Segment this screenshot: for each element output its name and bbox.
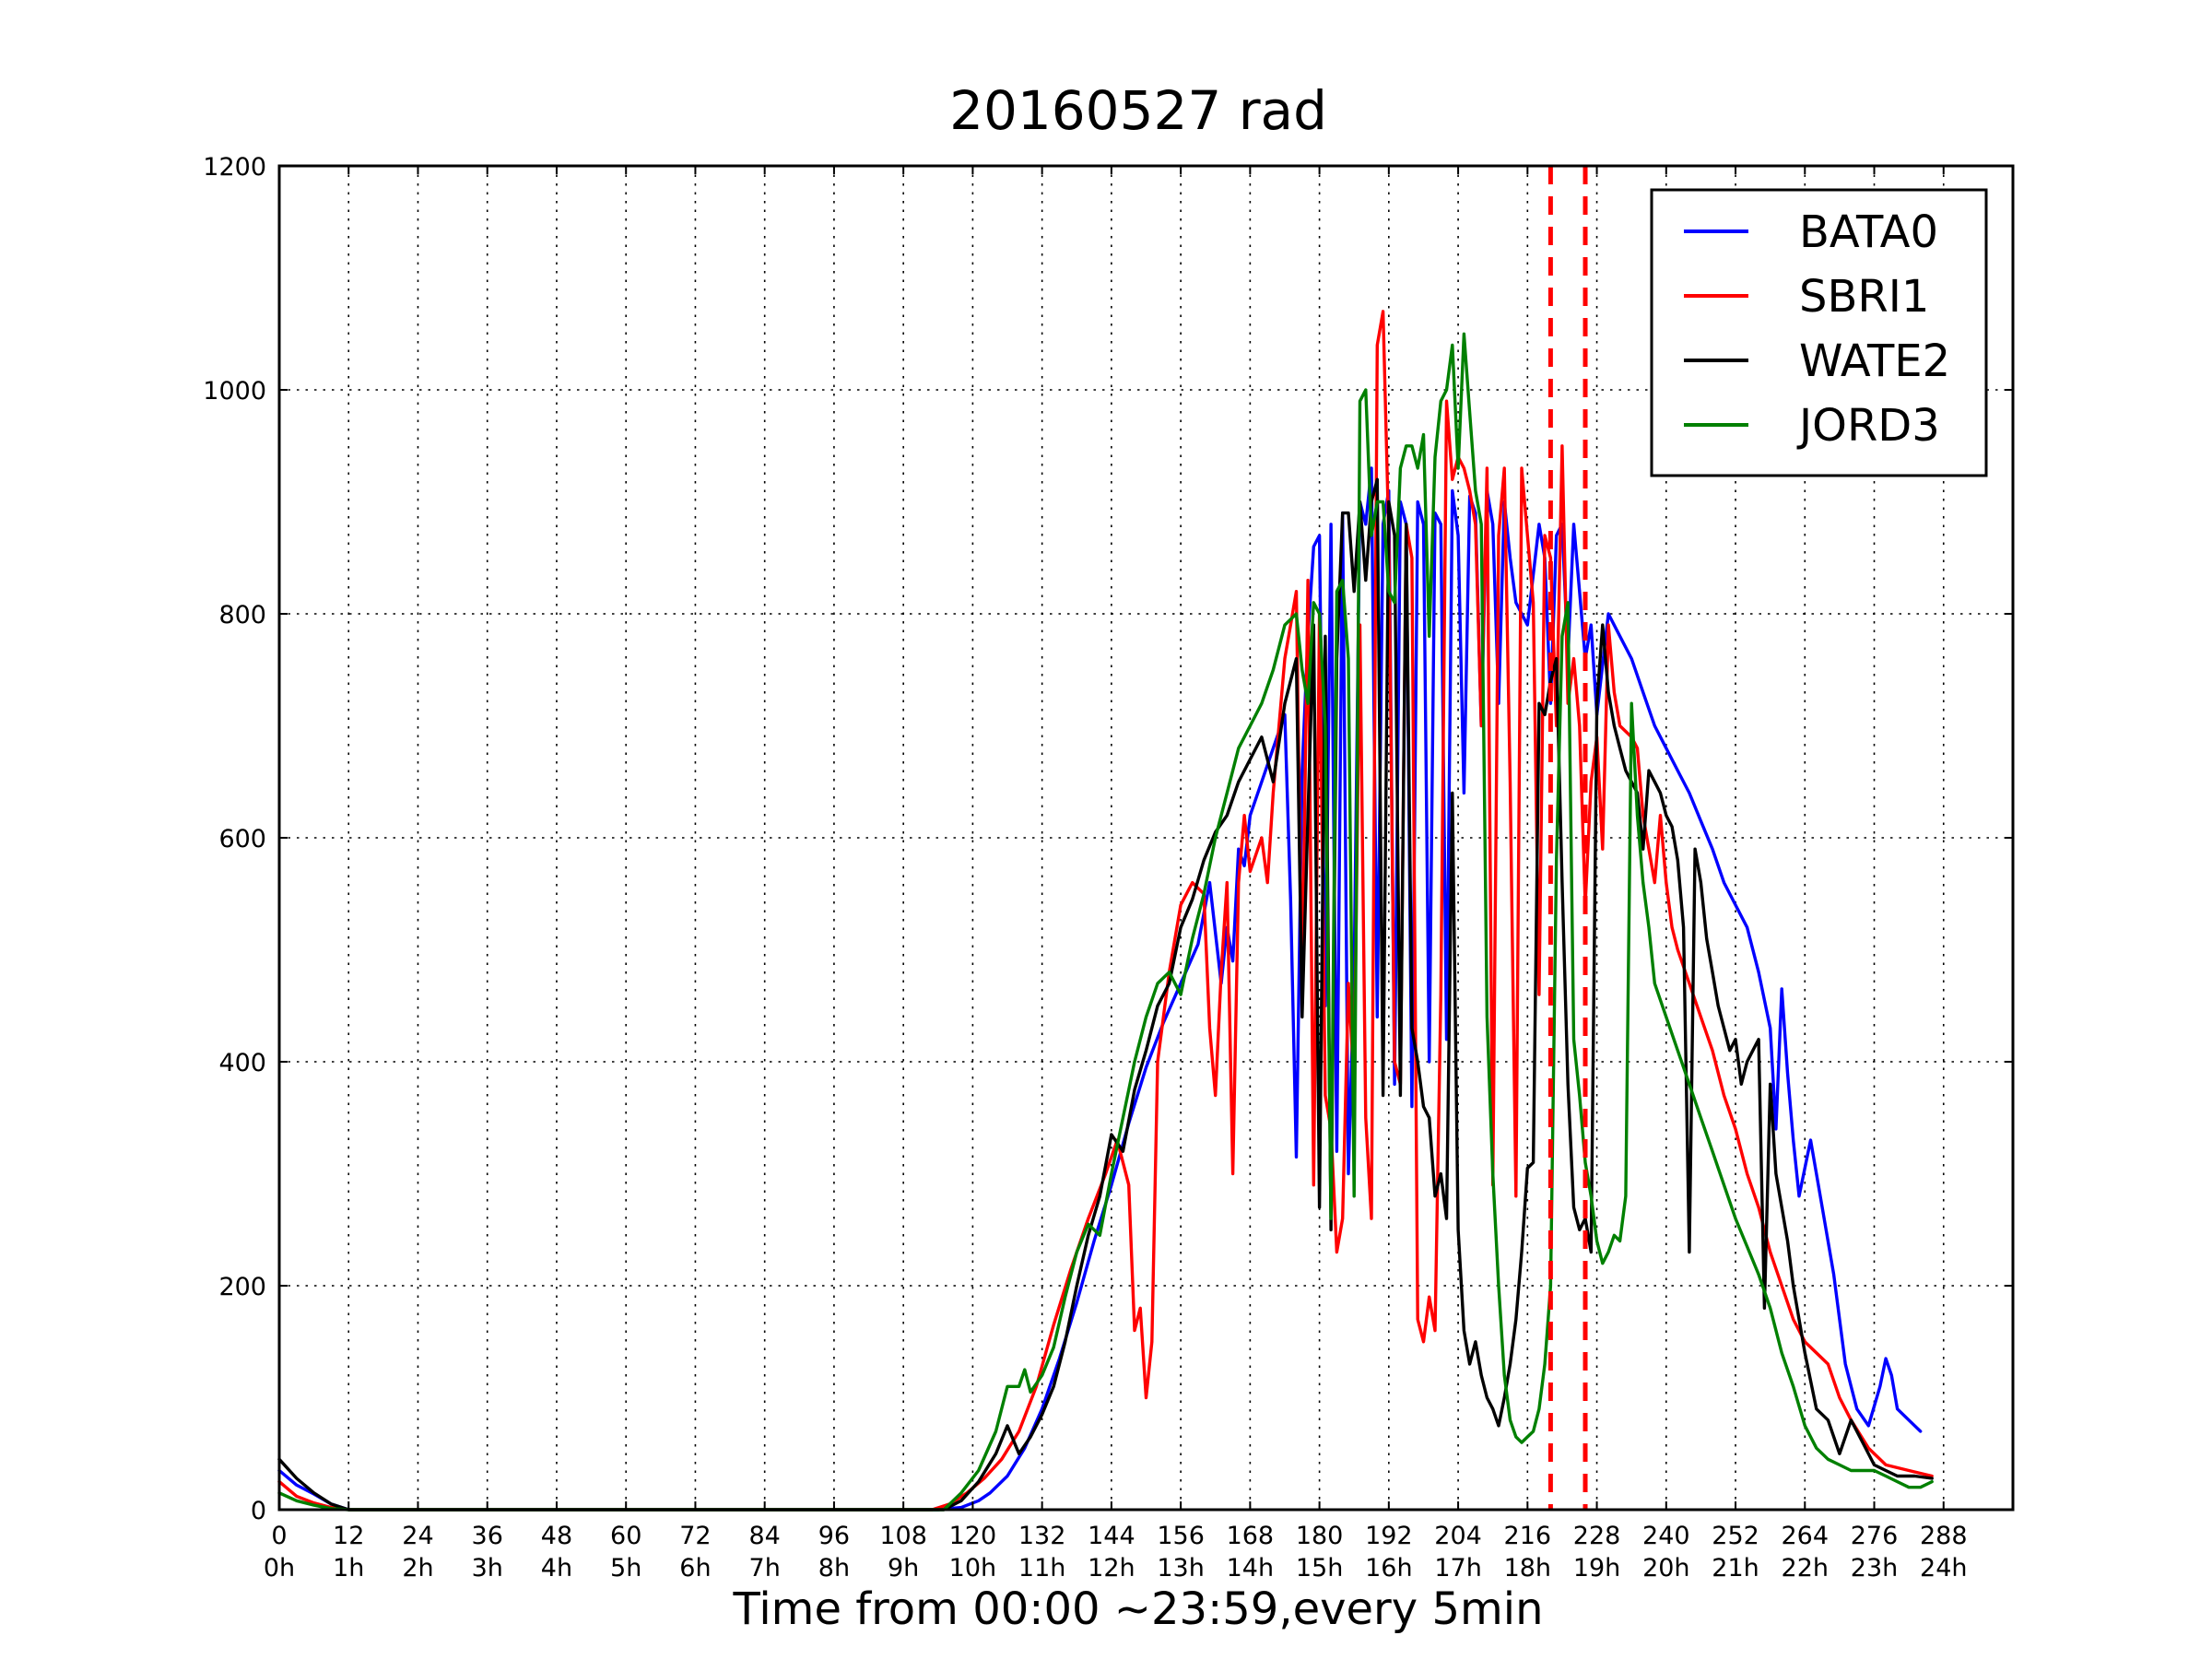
x-tick-sublabel: 16h xyxy=(1365,1554,1412,1583)
x-tick-label: 84 xyxy=(749,1522,781,1550)
x-tick-sublabel: 18h xyxy=(1504,1554,1551,1583)
x-tick-label: 168 xyxy=(1227,1522,1275,1550)
x-tick-sublabel: 9h xyxy=(888,1554,919,1583)
x-tick-sublabel: 15h xyxy=(1296,1554,1343,1583)
x-tick-sublabel: 22h xyxy=(1782,1554,1829,1583)
x-tick-label: 276 xyxy=(1851,1522,1899,1550)
x-tick-label: 0 xyxy=(271,1522,287,1550)
y-tick-label: 1000 xyxy=(203,377,266,406)
x-tick-sublabel: 23h xyxy=(1851,1554,1898,1583)
x-tick-sublabel: 2h xyxy=(402,1554,433,1583)
x-tick-label: 12 xyxy=(333,1522,364,1550)
x-tick-sublabel: 1h xyxy=(333,1554,364,1583)
x-tick-sublabel: 5h xyxy=(610,1554,641,1583)
x-tick-sublabel: 14h xyxy=(1227,1554,1274,1583)
legend-box xyxy=(1650,188,1988,477)
legend-label: BATA0 xyxy=(1799,206,1938,258)
vertical-markers xyxy=(1547,166,1588,1510)
y-tick-label: 200 xyxy=(218,1273,266,1301)
legend: BATA0 SBRI1 WATE2 JORD3 xyxy=(1650,188,1988,477)
x-tick-label: 228 xyxy=(1573,1522,1621,1550)
x-tick-sublabel: 21h xyxy=(1712,1554,1759,1583)
x-tick-sublabel: 10h xyxy=(949,1554,996,1583)
x-tick-label: 72 xyxy=(679,1522,711,1550)
legend-label: SBRI1 xyxy=(1799,271,1929,323)
series-line-jord3 xyxy=(277,332,1934,1512)
x-tick-label: 96 xyxy=(818,1522,850,1550)
x-tick-sublabel: 17h xyxy=(1434,1554,1481,1583)
x-tick-sublabel: 19h xyxy=(1573,1554,1620,1583)
x-axis-label: Time from 00:00 ~23:59,every 5min xyxy=(733,1583,1544,1635)
x-tick-sublabel: 24h xyxy=(1920,1554,1967,1583)
chart-title: 20160527 rad xyxy=(949,79,1327,142)
x-tick-sublabel: 11h xyxy=(1018,1554,1065,1583)
y-tick-label: 800 xyxy=(218,601,266,629)
x-tick-sublabel: 8h xyxy=(818,1554,850,1583)
series-line-sbri1 xyxy=(277,310,1934,1512)
x-tick-label: 36 xyxy=(472,1522,503,1550)
legend-label: WATE2 xyxy=(1799,335,1950,387)
x-tick-label: 204 xyxy=(1434,1522,1482,1550)
x-tick-sublabel: 13h xyxy=(1157,1554,1204,1583)
axis-ticks xyxy=(278,165,2013,1511)
x-tick-label: 156 xyxy=(1157,1522,1205,1550)
legend-label: JORD3 xyxy=(1796,400,1940,452)
y-axis-tick-labels: 0 200 400 600 800 1000 1200 xyxy=(203,153,266,1525)
x-tick-sublabel: 7h xyxy=(749,1554,781,1583)
y-tick-label: 600 xyxy=(218,825,266,853)
x-tick-label: 60 xyxy=(610,1522,641,1550)
x-tick-sublabel: 6h xyxy=(679,1554,711,1583)
x-tick-label: 108 xyxy=(879,1522,927,1550)
y-tick-label: 400 xyxy=(218,1049,266,1077)
x-tick-label: 48 xyxy=(541,1522,572,1550)
x-tick-label: 288 xyxy=(1920,1522,1968,1550)
x-tick-label: 144 xyxy=(1088,1522,1135,1550)
x-tick-label: 264 xyxy=(1782,1522,1830,1550)
x-tick-label: 192 xyxy=(1365,1522,1413,1550)
x-tick-sublabel: 4h xyxy=(541,1554,572,1583)
x-tick-label: 216 xyxy=(1504,1522,1552,1550)
x-tick-sublabel: 3h xyxy=(472,1554,503,1583)
x-tick-label: 132 xyxy=(1018,1522,1066,1550)
series-line-bata0 xyxy=(277,466,1923,1512)
x-tick-sublabel: 0h xyxy=(264,1554,295,1583)
series-line-wate2 xyxy=(277,477,1934,1512)
x-axis-tick-labels: 0 0h 12 1h 24 2h 36 3h 48 4h 60 5h 72 6h 84 7h 96 8h 108 9h… xyxy=(264,1522,1968,1583)
x-tick-label: 24 xyxy=(402,1522,433,1550)
x-tick-label: 180 xyxy=(1296,1522,1344,1550)
series-lines xyxy=(277,310,1934,1512)
y-tick-label: 1200 xyxy=(203,153,266,182)
x-tick-label: 120 xyxy=(949,1522,997,1550)
y-tick-label: 0 xyxy=(251,1497,266,1525)
x-tick-sublabel: 12h xyxy=(1088,1554,1135,1583)
x-tick-label: 252 xyxy=(1712,1522,1759,1550)
x-tick-label: 240 xyxy=(1642,1522,1690,1550)
x-tick-sublabel: 20h xyxy=(1642,1554,1689,1583)
